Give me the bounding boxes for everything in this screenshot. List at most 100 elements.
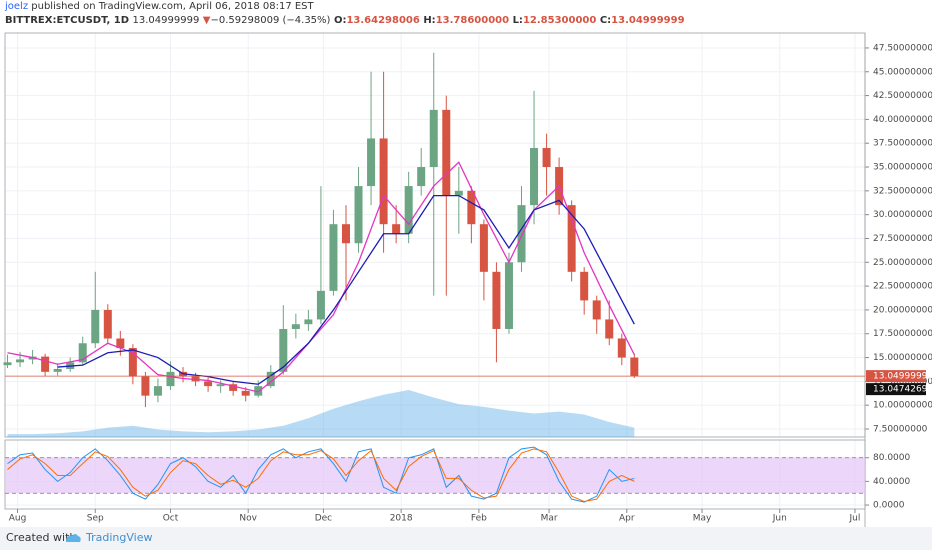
x-tick-label: Oct	[163, 514, 179, 524]
candle-body	[367, 138, 376, 187]
candle-body	[291, 324, 300, 329]
l-label: L:	[512, 15, 523, 26]
y-tick-label: 37.50000000	[873, 139, 932, 149]
y-tick-label: 27.50000000	[873, 234, 932, 244]
y-tick-label: 32.50000000	[873, 186, 932, 196]
oscillator-line	[7, 446, 635, 503]
candle-body	[78, 343, 87, 363]
y-tick-label: 30.00000000	[873, 210, 932, 220]
candle-body	[417, 167, 426, 187]
change: −0.59298009 (−4.35%)	[210, 15, 331, 26]
c-label: C:	[599, 15, 612, 26]
candle-body	[530, 147, 539, 206]
x-tick-label: May	[693, 514, 712, 524]
author[interactable]: joelz	[5, 1, 29, 12]
o: 13.64298006	[346, 15, 420, 26]
y-tick-label: 17.50000000	[873, 329, 932, 339]
y-tick-label: 40.00000000	[873, 115, 932, 125]
candle-body	[166, 371, 175, 387]
published: published on TradingView.com, April 06, …	[31, 1, 314, 12]
created: Created with	[6, 531, 77, 544]
candle-body	[16, 359, 25, 363]
brand[interactable]: TradingView	[86, 531, 153, 544]
candle-body	[116, 338, 125, 349]
h: 13.78600000	[435, 15, 510, 26]
candle-body	[266, 371, 275, 387]
y-tick-label: 20.00000000	[873, 305, 932, 315]
candle-body	[53, 368, 62, 372]
h-label: H:	[423, 15, 436, 26]
y-tick-label: 80.0000	[873, 453, 910, 463]
candle-body	[605, 319, 614, 339]
candle-body	[204, 381, 213, 387]
candle-body	[341, 224, 350, 244]
candle-body	[254, 386, 263, 396]
candle-body	[279, 328, 288, 372]
x-tick-label: Feb	[471, 514, 487, 524]
candle-body	[329, 224, 338, 291]
arrow: ▼	[202, 15, 211, 26]
symbol: BITTREX:ETCUSDT, 1D	[5, 15, 130, 26]
publish-line: joelz published on TradingView.com, Apri…	[5, 1, 314, 12]
x-tick-label: 2018	[390, 514, 413, 524]
candle-body	[467, 190, 476, 225]
oscillator-line	[7, 448, 635, 503]
y-tick-label: 25.00000000	[873, 258, 932, 268]
current-price-label: 13.04742699	[873, 385, 932, 395]
last-price-label: 13.04999999	[873, 372, 932, 382]
price: 13.04999999	[132, 15, 200, 26]
candle-body	[592, 300, 601, 320]
candle-body	[454, 190, 463, 196]
y-tick-label: 0.0000	[873, 501, 905, 511]
candle-body	[517, 205, 526, 263]
x-tick-label: Apr	[619, 514, 635, 524]
x-tick-label: Aug	[9, 514, 27, 524]
volume-area	[7, 390, 635, 437]
candle-body	[404, 186, 413, 234]
y-tick-label: 10.00000000	[873, 401, 932, 411]
chart: 7.5000000010.0000000012.5000000015.00000…	[3, 32, 932, 527]
candle-body	[3, 362, 12, 366]
y-tick-label: 15.00000000	[873, 353, 932, 363]
candle-body	[542, 147, 551, 168]
y-tick-label: 35.00000000	[873, 163, 932, 173]
candle-body	[580, 271, 589, 301]
candle-body	[103, 309, 112, 339]
y-tick-label: 7.50000000	[873, 424, 928, 434]
candle-body	[304, 319, 313, 325]
o-label: O:	[333, 15, 347, 26]
candle-body	[379, 138, 388, 225]
last-price-box	[866, 370, 926, 383]
x-tick-label: Dec	[315, 514, 332, 524]
candle-body	[141, 376, 150, 396]
x-tick-label: Mar	[541, 514, 558, 524]
candle-body	[479, 224, 488, 272]
candle-body	[354, 186, 363, 244]
x-tick-label: Jun	[772, 514, 787, 524]
candle-body	[504, 262, 513, 329]
candle-body	[229, 384, 238, 391]
y-tick-label: 42.50000000	[873, 91, 932, 101]
candle-body	[567, 205, 576, 272]
moving-average	[7, 161, 635, 393]
candle-body	[492, 271, 501, 329]
y-tick-label: 40.0000	[873, 477, 910, 487]
candle-body	[442, 109, 451, 196]
y-tick-label: 22.50000000	[873, 282, 932, 292]
candle-body	[316, 290, 325, 320]
x-tick-label: Sep	[87, 514, 104, 524]
candle-body	[91, 309, 100, 344]
candle-body	[153, 386, 162, 396]
candle-body	[216, 384, 225, 387]
symbol-line: BITTREX:ETCUSDT, 1D 13.04999999 ▼−0.5929…	[5, 15, 685, 26]
candle-body	[630, 357, 639, 377]
candle-body	[41, 356, 50, 372]
current-price-box	[866, 383, 926, 396]
l: 12.85300000	[522, 15, 597, 26]
candle-body	[392, 224, 401, 234]
y-tick-label: 47.50000000	[873, 43, 932, 53]
logo	[66, 534, 81, 542]
band-fill	[5, 457, 865, 494]
candle-body	[241, 390, 250, 396]
